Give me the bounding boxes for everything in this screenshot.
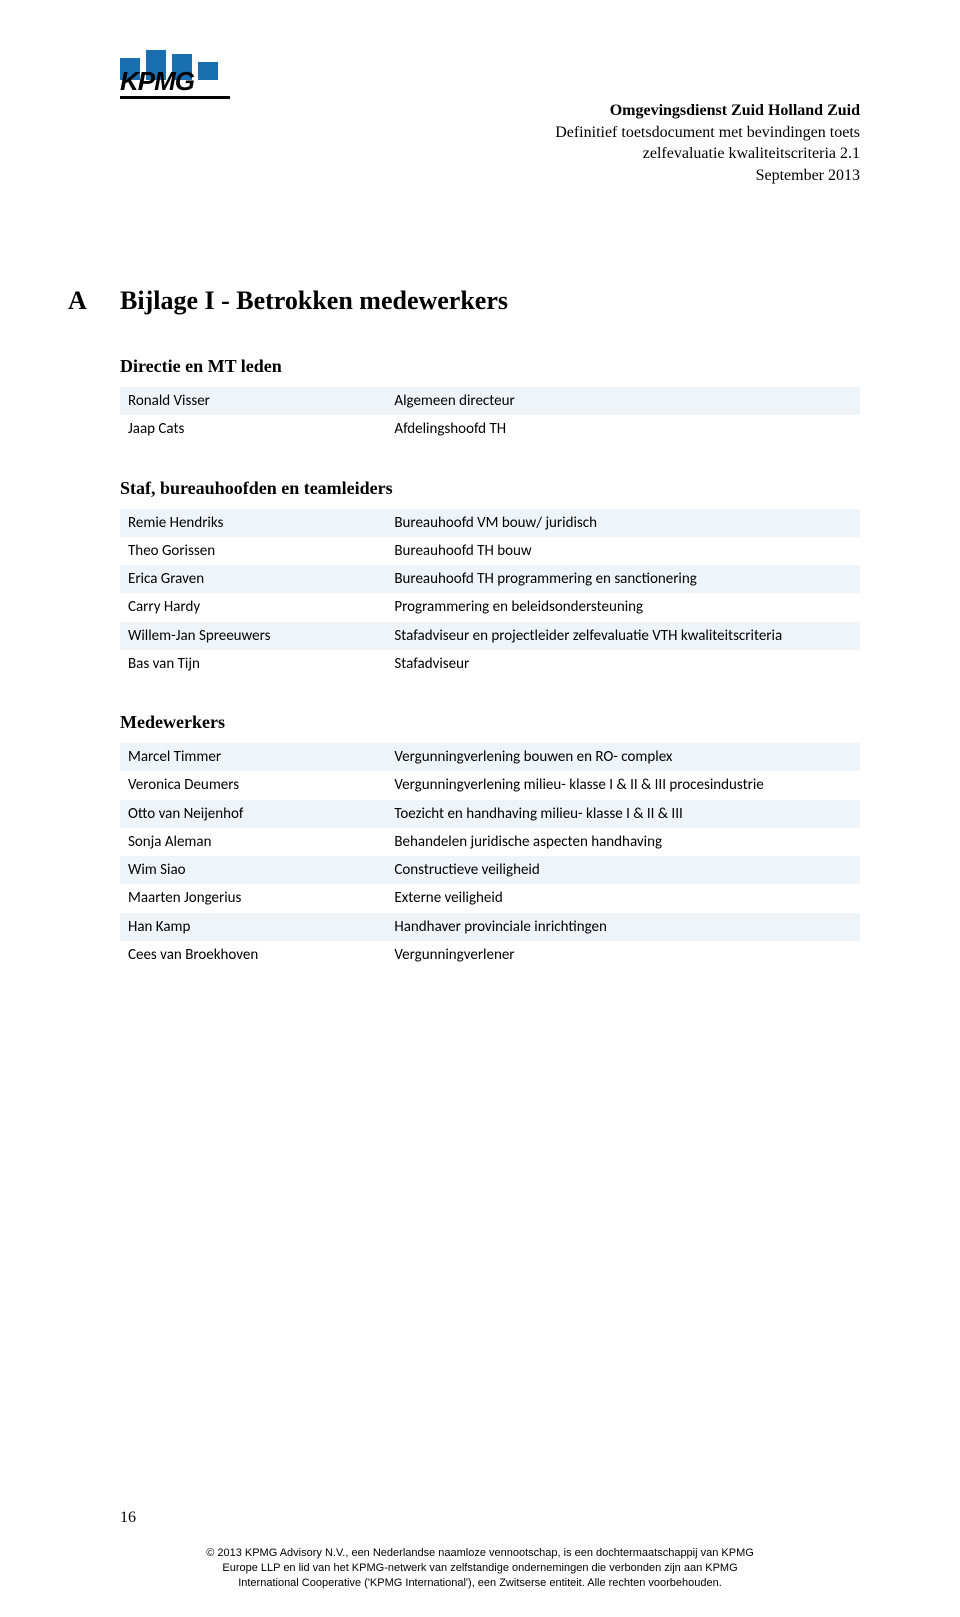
table-row: Maarten Jongerius Externe veiligheid xyxy=(120,884,860,912)
content: A Bijlage I - Betrokken medewerkers Dire… xyxy=(120,286,860,969)
cell-name: Carry Hardy xyxy=(120,593,386,621)
table-staf: Remie Hendriks Bureauhoofd VM bouw/ juri… xyxy=(120,509,860,679)
table-row: Jaap Cats Afdelingshoofd TH xyxy=(120,415,860,443)
footer-line: Europe LLP en lid van het KPMG-netwerk v… xyxy=(80,1561,880,1576)
cell-name: Theo Gorissen xyxy=(120,537,386,565)
table-row: Carry Hardy Programmering en beleidsonde… xyxy=(120,593,860,621)
section-title-medewerkers: Medewerkers xyxy=(120,712,860,733)
header-date: September 2013 xyxy=(555,165,860,187)
cell-name: Erica Graven xyxy=(120,565,386,593)
document-header: Omgevingsdienst Zuid Holland Zuid Defini… xyxy=(555,100,860,186)
document-page: KPMG Omgevingsdienst Zuid Holland Zuid D… xyxy=(0,0,960,1617)
cell-name: Jaap Cats xyxy=(120,415,386,443)
section-title-staf: Staf, bureauhoofden en teamleiders xyxy=(120,478,860,499)
cell-role: Programmering en beleidsondersteuning xyxy=(386,593,860,621)
table-row: Willem-Jan Spreeuwers Stafadviseur en pr… xyxy=(120,622,860,650)
header-org: Omgevingsdienst Zuid Holland Zuid xyxy=(555,100,860,122)
logo-bar xyxy=(198,62,218,80)
appendix-title: Bijlage I - Betrokken medewerkers xyxy=(120,286,508,316)
table-row: Veronica Deumers Vergunningverlening mil… xyxy=(120,771,860,799)
cell-role: Toezicht en handhaving milieu- klasse I … xyxy=(386,800,860,828)
cell-name: Willem-Jan Spreeuwers xyxy=(120,622,386,650)
cell-role: Bureauhoofd TH programmering en sanction… xyxy=(386,565,860,593)
footer-line: © 2013 KPMG Advisory N.V., een Nederland… xyxy=(80,1546,880,1561)
page-number: 16 xyxy=(120,1509,136,1527)
cell-name: Maarten Jongerius xyxy=(120,884,386,912)
cell-name: Cees van Broekhoven xyxy=(120,941,386,969)
footer-copyright: © 2013 KPMG Advisory N.V., een Nederland… xyxy=(0,1546,960,1591)
table-directie: Ronald Visser Algemeen directeur Jaap Ca… xyxy=(120,387,860,444)
kpmg-logo-text: KPMG xyxy=(120,68,194,94)
cell-name: Bas van Tijn xyxy=(120,650,386,678)
table-row: Wim Siao Constructieve veiligheid xyxy=(120,856,860,884)
cell-role: Stafadviseur en projectleider zelfevalua… xyxy=(386,622,860,650)
cell-role: Afdelingshoofd TH xyxy=(386,415,860,443)
cell-role: Constructieve veiligheid xyxy=(386,856,860,884)
cell-role: Externe veiligheid xyxy=(386,884,860,912)
table-row: Ronald Visser Algemeen directeur xyxy=(120,387,860,415)
cell-role: Algemeen directeur xyxy=(386,387,860,415)
table-row: Bas van Tijn Stafadviseur xyxy=(120,650,860,678)
cell-role: Stafadviseur xyxy=(386,650,860,678)
section-title-directie: Directie en MT leden xyxy=(120,356,860,377)
cell-role: Behandelen juridische aspecten handhavin… xyxy=(386,828,860,856)
cell-name: Remie Hendriks xyxy=(120,509,386,537)
table-medewerkers: Marcel Timmer Vergunningverlening bouwen… xyxy=(120,743,860,969)
cell-role: Vergunningverlening milieu- klasse I & I… xyxy=(386,771,860,799)
cell-name: Ronald Visser xyxy=(120,387,386,415)
table-row: Theo Gorissen Bureauhoofd TH bouw xyxy=(120,537,860,565)
table-row: Sonja Aleman Behandelen juridische aspec… xyxy=(120,828,860,856)
footer-line: International Cooperative ('KPMG Interna… xyxy=(80,1576,880,1591)
cell-role: Vergunningverlening bouwen en RO- comple… xyxy=(386,743,860,771)
header-line: Definitief toetsdocument met bevindingen… xyxy=(555,122,860,144)
cell-name: Wim Siao xyxy=(120,856,386,884)
cell-role: Vergunningverlener xyxy=(386,941,860,969)
kpmg-logo-underline xyxy=(120,96,230,99)
table-row: Marcel Timmer Vergunningverlening bouwen… xyxy=(120,743,860,771)
cell-name: Marcel Timmer xyxy=(120,743,386,771)
cell-name: Veronica Deumers xyxy=(120,771,386,799)
table-row: Cees van Broekhoven Vergunningverlener xyxy=(120,941,860,969)
cell-role: Bureauhoofd TH bouw xyxy=(386,537,860,565)
table-row: Erica Graven Bureauhoofd TH programmerin… xyxy=(120,565,860,593)
table-row: Otto van Neijenhof Toezicht en handhavin… xyxy=(120,800,860,828)
cell-role: Handhaver provinciale inrichtingen xyxy=(386,913,860,941)
appendix-heading: A Bijlage I - Betrokken medewerkers xyxy=(120,286,860,316)
table-row: Han Kamp Handhaver provinciale inrichtin… xyxy=(120,913,860,941)
header-line: zelfevaluatie kwaliteitscriteria 2.1 xyxy=(555,143,860,165)
table-row: Remie Hendriks Bureauhoofd VM bouw/ juri… xyxy=(120,509,860,537)
kpmg-logo: KPMG xyxy=(120,48,238,106)
appendix-letter: A xyxy=(68,286,120,316)
cell-role: Bureauhoofd VM bouw/ juridisch xyxy=(386,509,860,537)
cell-name: Sonja Aleman xyxy=(120,828,386,856)
cell-name: Otto van Neijenhof xyxy=(120,800,386,828)
cell-name: Han Kamp xyxy=(120,913,386,941)
